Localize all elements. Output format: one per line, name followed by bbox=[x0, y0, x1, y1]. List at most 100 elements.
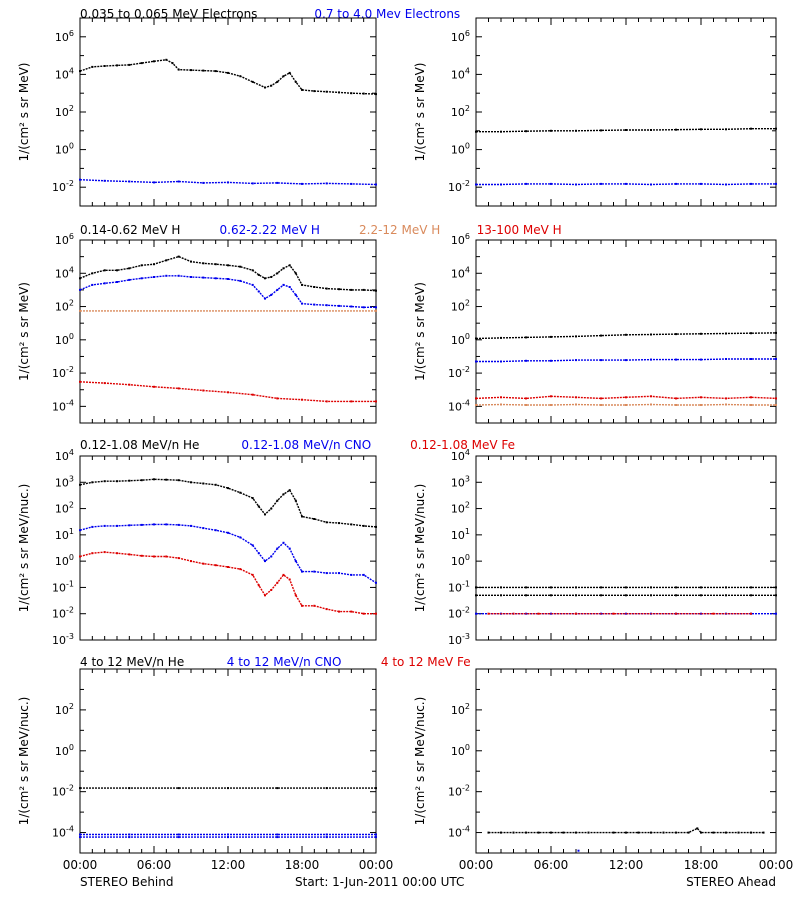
data-point bbox=[79, 787, 81, 790]
data-point bbox=[725, 332, 727, 335]
data-point bbox=[128, 383, 131, 386]
data-point bbox=[251, 573, 254, 576]
data-point bbox=[325, 400, 328, 403]
data-point bbox=[276, 581, 279, 584]
y-tick-label: 104 bbox=[451, 448, 470, 463]
data-point bbox=[500, 594, 502, 597]
data-point bbox=[725, 397, 727, 400]
data-point bbox=[375, 836, 377, 839]
data-point bbox=[338, 610, 340, 613]
data-point bbox=[116, 281, 118, 283]
data-point bbox=[550, 586, 552, 589]
y-tick-label: 10-3 bbox=[448, 632, 470, 647]
series-3-orange bbox=[475, 403, 777, 406]
plot-frame bbox=[475, 455, 777, 641]
data-point bbox=[550, 129, 552, 132]
data-point bbox=[725, 594, 727, 597]
y-tick-label: 10-2 bbox=[448, 365, 470, 380]
series-0-black bbox=[475, 127, 777, 133]
data-point bbox=[650, 333, 652, 336]
data-point bbox=[650, 395, 652, 398]
data-point bbox=[650, 129, 652, 131]
y-axis-label: 1/(cm² s sr MeV/nuc.) bbox=[17, 697, 31, 826]
data-point bbox=[362, 288, 365, 291]
series-1-blue bbox=[79, 833, 377, 836]
data-point bbox=[177, 787, 180, 790]
data-point bbox=[375, 581, 377, 584]
series-trace bbox=[79, 478, 377, 528]
data-point bbox=[288, 578, 291, 581]
data-point bbox=[600, 404, 602, 406]
data-point bbox=[251, 283, 254, 286]
y-tick-label: 10-2 bbox=[448, 179, 470, 194]
data-point bbox=[128, 267, 131, 270]
data-point bbox=[171, 62, 174, 65]
data-point bbox=[140, 62, 143, 65]
y-tick-label: 104 bbox=[451, 66, 470, 81]
panel-electrons-ahead: 10-2 100 102 104 106 1/(cm² s sr MeV) bbox=[413, 17, 777, 207]
y-tick-label: 10-2 bbox=[448, 606, 470, 621]
data-point bbox=[202, 482, 205, 485]
data-point bbox=[282, 541, 285, 544]
data-point bbox=[128, 836, 131, 839]
data-point bbox=[350, 182, 353, 185]
data-point bbox=[762, 831, 765, 834]
data-point bbox=[325, 521, 328, 524]
data-point bbox=[325, 572, 328, 575]
data-point bbox=[575, 396, 577, 399]
data-point bbox=[375, 289, 377, 292]
data-point bbox=[650, 831, 652, 834]
data-point bbox=[313, 570, 316, 573]
x-tick-label: 00:00 bbox=[359, 858, 394, 872]
data-point bbox=[550, 395, 552, 398]
plot-frame bbox=[79, 455, 377, 641]
data-point bbox=[282, 573, 285, 576]
data-point bbox=[116, 64, 118, 67]
data-point bbox=[128, 833, 131, 836]
data-point bbox=[338, 572, 340, 575]
data-point bbox=[288, 71, 291, 74]
data-point bbox=[700, 831, 702, 834]
plot-frame bbox=[79, 239, 377, 424]
data-point bbox=[128, 479, 131, 482]
data-point bbox=[202, 527, 205, 530]
data-point bbox=[128, 180, 131, 183]
data-point bbox=[140, 554, 143, 557]
data-point bbox=[550, 404, 552, 406]
data-point bbox=[575, 335, 577, 338]
data-point bbox=[103, 179, 106, 182]
data-point bbox=[475, 594, 477, 597]
x-tick-label: 00:00 bbox=[63, 858, 98, 872]
series-2-red bbox=[475, 395, 777, 400]
data-point bbox=[550, 359, 552, 362]
series-0-black bbox=[487, 827, 765, 834]
row-1-title-3: 13-100 MeV H bbox=[477, 223, 562, 237]
data-point bbox=[475, 404, 477, 406]
y-tick-label: 100 bbox=[55, 332, 74, 347]
data-point bbox=[177, 387, 180, 390]
data-point bbox=[325, 304, 328, 307]
data-point bbox=[165, 274, 168, 277]
data-point bbox=[177, 523, 180, 526]
data-point bbox=[276, 397, 279, 400]
data-point bbox=[775, 594, 777, 597]
data-point bbox=[600, 182, 602, 185]
y-axis-label: 1/(cm² s sr MeV) bbox=[413, 282, 427, 381]
data-point bbox=[338, 288, 340, 291]
data-point bbox=[202, 389, 205, 392]
data-point bbox=[775, 612, 777, 615]
data-point bbox=[375, 306, 377, 309]
data-point bbox=[301, 570, 303, 573]
data-point bbox=[79, 178, 81, 181]
data-point bbox=[500, 336, 502, 339]
y-tick-label: 104 bbox=[55, 448, 74, 463]
data-point bbox=[301, 182, 303, 185]
data-point bbox=[116, 524, 118, 527]
y-axis-label: 1/(cm² s sr MeV/nuc.) bbox=[413, 484, 427, 613]
y-tick-label: 103 bbox=[451, 474, 470, 489]
data-point bbox=[227, 181, 229, 184]
data-point bbox=[475, 360, 477, 363]
data-point bbox=[177, 557, 180, 560]
data-point bbox=[313, 286, 316, 288]
data-point bbox=[675, 594, 677, 597]
